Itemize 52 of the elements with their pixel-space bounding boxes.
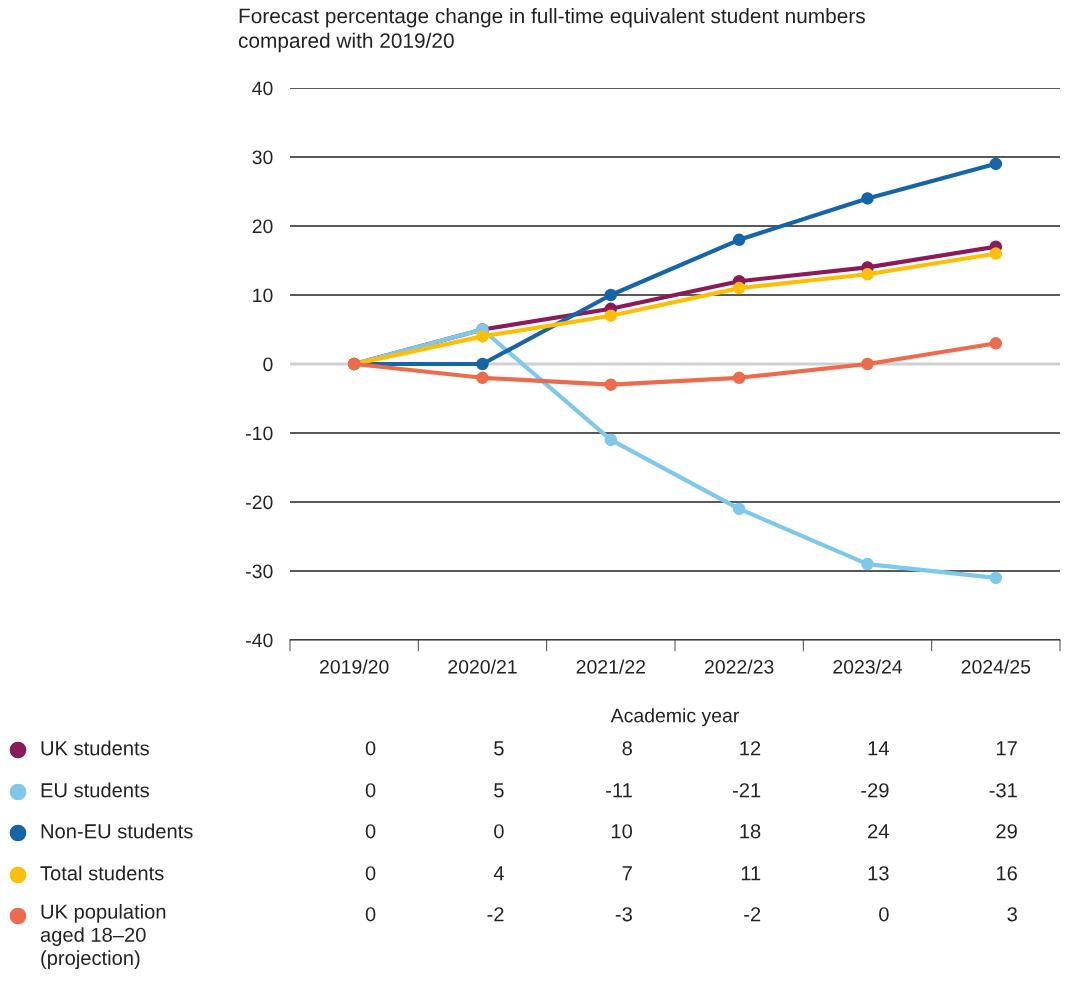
- data-label: -11: [606, 783, 632, 798]
- data-label: -29: [861, 783, 889, 798]
- data-label: 3: [1007, 907, 1017, 922]
- data-label: 13: [868, 866, 889, 881]
- data-label: 5: [494, 783, 504, 798]
- y-tick-label: 20: [252, 219, 273, 234]
- data-label: -31: [989, 783, 1017, 798]
- data-label: 24: [868, 824, 889, 839]
- y-tick-label: 40: [252, 81, 273, 96]
- data-label: -21: [732, 783, 761, 798]
- x-tick-label: 2019/20: [320, 659, 389, 674]
- data-label: 0: [494, 824, 504, 839]
- data-label: 12: [740, 741, 761, 756]
- data-label: -2: [487, 907, 504, 922]
- data-label: 7: [622, 866, 632, 881]
- y-tick-label: -20: [246, 495, 273, 510]
- data-label: 0: [365, 866, 376, 881]
- x-tick-label: 2020/21: [448, 659, 517, 674]
- legend-label: UK students: [41, 740, 149, 756]
- data-label: 16: [996, 866, 1017, 881]
- data-label: 29: [996, 824, 1017, 839]
- data-label: -2: [744, 907, 761, 922]
- data-label: 0: [365, 783, 376, 798]
- y-tick-label: 30: [252, 150, 273, 165]
- legend-label: Total students: [40, 865, 164, 881]
- legend-label: EU students: [41, 782, 149, 798]
- x-tick-label: 2024/25: [961, 659, 1031, 674]
- data-label: 14: [868, 741, 889, 756]
- y-tick-label: 0: [263, 357, 273, 372]
- x-tick-label: 2021/22: [576, 659, 645, 674]
- data-label: 0: [365, 741, 376, 756]
- data-label: 0: [365, 824, 376, 839]
- data-label: 10: [611, 824, 633, 839]
- data-label: 0: [365, 907, 376, 922]
- y-tick-label: 10: [253, 288, 273, 303]
- data-label: 0: [879, 907, 889, 922]
- data-label: 11: [741, 866, 761, 881]
- chart-title: Forecast percentage change in full-time equivalent student numbers compared with 2019/20: [238, 8, 865, 53]
- data-label: 8: [622, 741, 632, 756]
- data-label: 4: [493, 866, 504, 881]
- data-label: -3: [615, 907, 632, 922]
- x-tick-label: 2022/23: [705, 659, 774, 674]
- data-label: 5: [494, 741, 504, 756]
- legend-label: Non-EU students: [41, 823, 193, 839]
- y-tick-label: -10: [246, 426, 273, 441]
- legend-label: UK population aged 18–20 (projection): [40, 904, 166, 970]
- y-tick-label: -30: [246, 564, 273, 579]
- x-axis-title: Academic year: [610, 708, 739, 727]
- x-tick-label: 2023/24: [833, 659, 903, 674]
- data-label: 18: [740, 824, 761, 839]
- data-label: 17: [996, 741, 1017, 756]
- y-tick-label: -40: [246, 633, 273, 648]
